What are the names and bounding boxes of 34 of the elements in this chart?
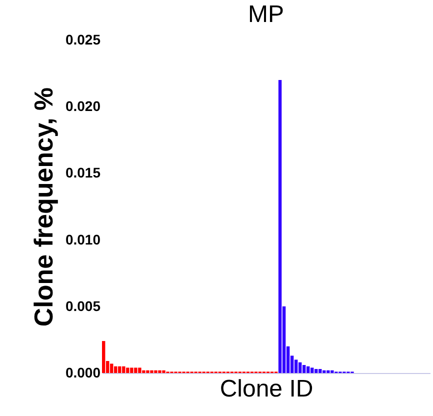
bar [114, 366, 118, 373]
bar [110, 364, 114, 373]
y-tick-label: 0.015 [65, 164, 101, 181]
bar [278, 80, 282, 373]
bar [122, 366, 126, 373]
bar [130, 368, 134, 373]
y-axis-title: Clone frequency, % [28, 87, 58, 327]
bar [158, 370, 162, 373]
bar [314, 369, 318, 373]
bar [330, 370, 334, 373]
y-tick-label: 0.000 [65, 364, 101, 380]
bar [150, 370, 154, 373]
bar [326, 370, 330, 373]
bar [310, 368, 314, 373]
bar [162, 370, 166, 373]
bar [146, 370, 150, 373]
bar [142, 370, 146, 373]
bar [298, 362, 302, 373]
bar [306, 366, 310, 373]
bar [318, 369, 322, 373]
bar [302, 365, 306, 373]
bar [102, 341, 106, 373]
y-tick-label: 0.020 [65, 98, 101, 114]
bar [154, 370, 158, 373]
bar [138, 368, 142, 373]
bar [126, 368, 130, 373]
bar [118, 366, 122, 373]
x-axis-title: Clone ID [220, 376, 314, 402]
bar [294, 360, 298, 373]
chart-title: MP [248, 1, 284, 28]
y-tick-label: 0.025 [65, 32, 101, 48]
y-tick-label: 0.005 [65, 298, 101, 314]
y-tick-label: 0.010 [65, 231, 101, 248]
bar [134, 368, 138, 373]
